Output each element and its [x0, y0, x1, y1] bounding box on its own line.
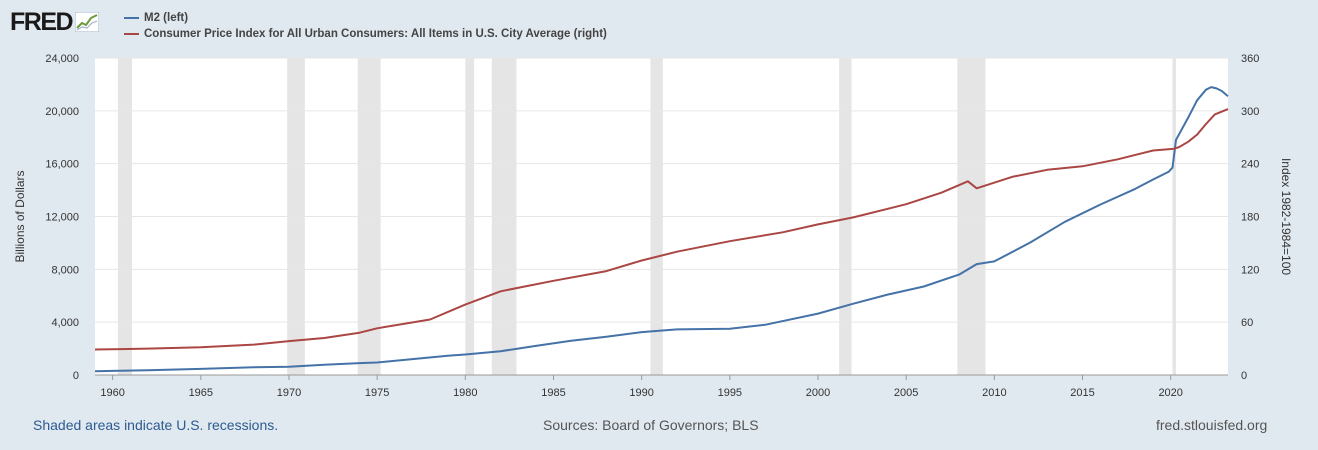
- legend-swatch-m2: [124, 17, 139, 19]
- series-line-m2: [94, 86, 1229, 373]
- x-tick-label: 1975: [365, 387, 389, 399]
- legend-label-cpi: Consumer Price Index for All Urban Consu…: [144, 28, 607, 40]
- y-tick-label-left: 0: [73, 370, 79, 382]
- x-tick-label: 2005: [894, 387, 918, 399]
- y-tick-label-left: 20,000: [45, 106, 79, 118]
- recession-note: Shaded areas indicate U.S. recessions.: [33, 417, 279, 433]
- y-tick-label-right: 240: [1241, 159, 1259, 171]
- y-tick-label-right: 180: [1241, 212, 1259, 224]
- x-tick-label: 1970: [277, 387, 301, 399]
- x-tick-label: 1985: [541, 387, 565, 399]
- y-axis-title-right: Index 1982-1984=100: [1279, 158, 1293, 275]
- chart-legend: M2 (left) Consumer Price Index for All U…: [124, 10, 607, 42]
- logo-text: FRED: [10, 7, 74, 36]
- y-tick-label-left: 16,000: [45, 159, 79, 171]
- legend-label-m2: M2 (left): [144, 12, 189, 24]
- legend-item-m2[interactable]: M2 (left): [124, 10, 607, 26]
- x-tick-label: 1995: [718, 387, 742, 399]
- y-tick-label-left: 24,000: [45, 53, 79, 65]
- x-tick-label: 1960: [100, 387, 124, 399]
- chart-line-icon: [75, 12, 100, 32]
- x-tick-label: 2015: [1070, 387, 1094, 399]
- y-tick-label-left: 12,000: [45, 212, 79, 224]
- chart-header: FRED M2 (left) Consumer Price Index for …: [0, 0, 1318, 48]
- series-line-cpi: [94, 108, 1229, 351]
- legend-item-cpi[interactable]: Consumer Price Index for All Urban Consu…: [124, 26, 607, 42]
- y-tick-label-right: 300: [1241, 106, 1259, 118]
- legend-swatch-cpi: [124, 33, 139, 35]
- y-tick-label-left: 8,000: [51, 264, 79, 276]
- line-chart[interactable]: 1960 1965 1970 1975 1980 1985 1990 1995 2000 2005…: [0, 48, 1318, 400]
- x-tick-label: 1990: [629, 387, 653, 399]
- x-tick-label: 2020: [1158, 387, 1182, 399]
- y-tick-label-right: 120: [1241, 264, 1259, 276]
- y-tick-label-right: 0: [1241, 370, 1247, 382]
- x-tick-label: 1980: [453, 387, 477, 399]
- y-axis-title-left: Billions of Dollars: [13, 170, 27, 262]
- y-tick-label-left: 4,000: [51, 317, 79, 329]
- x-tick-label: 2000: [806, 387, 830, 399]
- source-site-link[interactable]: fred.stlouisfed.org: [1156, 417, 1268, 433]
- fred-logo[interactable]: FRED: [10, 7, 100, 36]
- x-tick-label: 2010: [982, 387, 1006, 399]
- y-tick-label-right: 60: [1241, 317, 1253, 329]
- y-tick-label-right: 360: [1241, 53, 1259, 65]
- sources-note: Sources: Board of Governors; BLS: [543, 417, 759, 433]
- x-tick-label: 1965: [189, 387, 213, 399]
